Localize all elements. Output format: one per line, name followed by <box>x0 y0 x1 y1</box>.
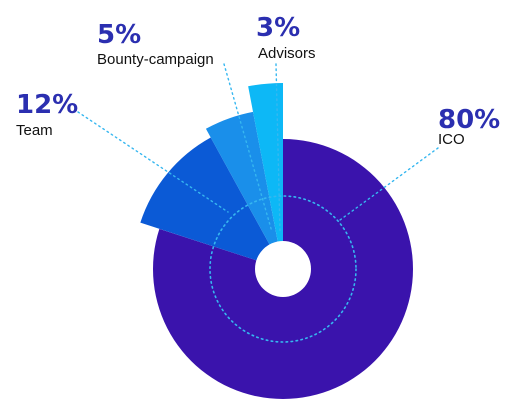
leader-line-team <box>77 111 229 213</box>
slice-advisors <box>248 83 283 269</box>
slice-label-ico: ICO <box>438 131 465 148</box>
percent-label-bounty-campaign: 5% <box>97 20 141 50</box>
leader-line-bounty-campaign <box>223 63 273 233</box>
dotted-ring <box>209 195 357 343</box>
donut-hole <box>255 241 311 297</box>
slice-label-bounty-campaign: Bounty-campaign <box>97 51 214 68</box>
slice-team <box>140 137 283 269</box>
slice-label-team: Team <box>16 122 53 139</box>
leader-line-ico <box>339 147 439 221</box>
percent-label-team: 12% <box>16 90 78 120</box>
slices <box>140 83 413 399</box>
slice-label-advisors: Advisors <box>258 45 316 62</box>
leader-line-advisors <box>275 63 281 233</box>
percent-label-advisors: 3% <box>256 13 300 43</box>
slice-bounty-campaign <box>205 111 283 269</box>
slice-ico <box>153 139 413 399</box>
percent-label-ico: 80% <box>438 105 500 135</box>
